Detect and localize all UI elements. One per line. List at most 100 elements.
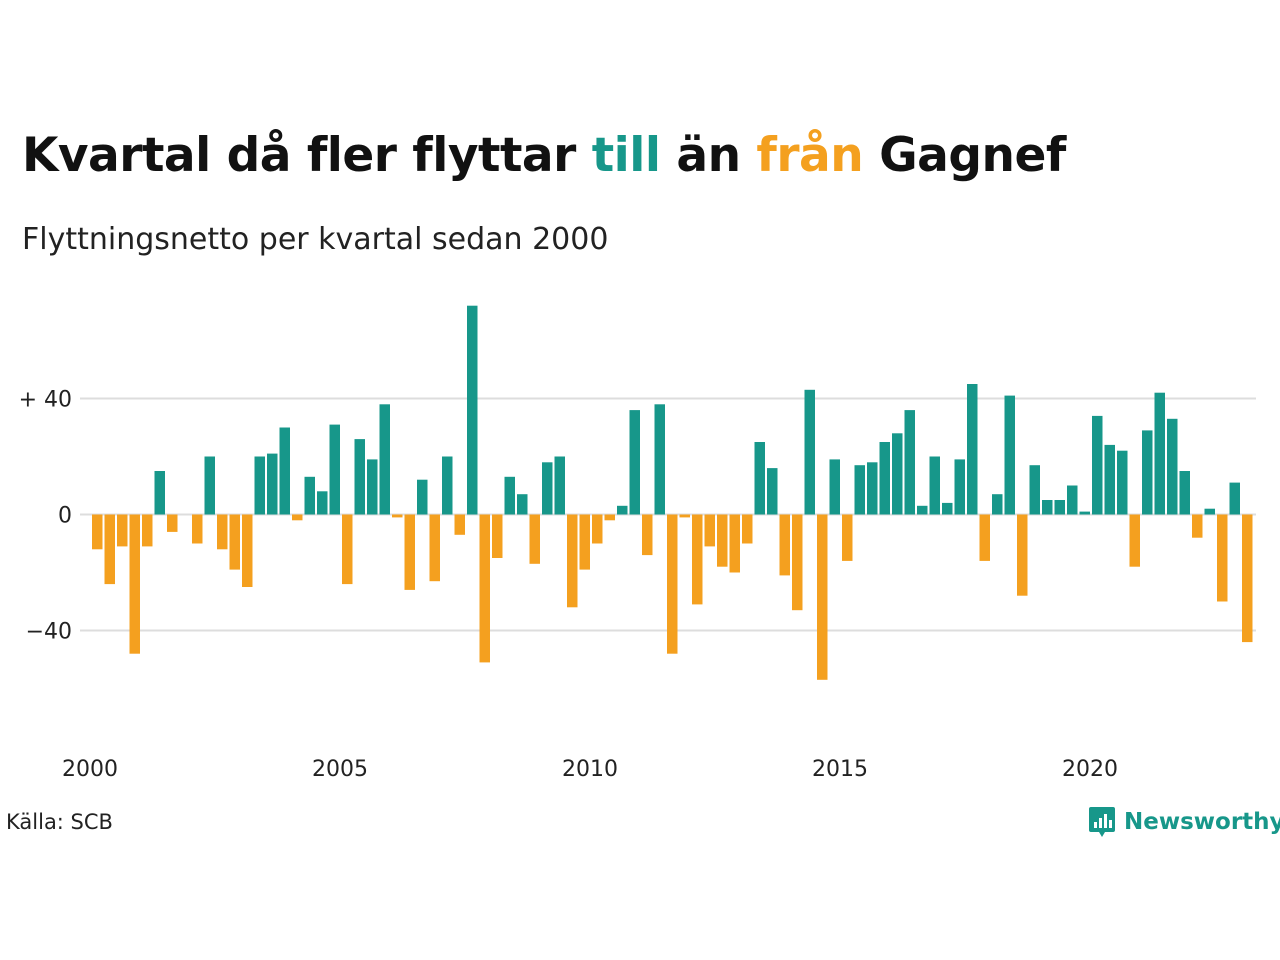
title-keyword-till: till: [591, 128, 661, 183]
bar: [879, 442, 890, 515]
bar: [504, 476, 515, 515]
title-keyword-fran: från: [756, 128, 864, 183]
bar: [1229, 482, 1240, 515]
bar: [1042, 500, 1053, 515]
bar: [842, 514, 853, 561]
bar: [967, 384, 978, 515]
x-tick-label: 2010: [562, 757, 618, 782]
chart-title: Kvartal då fler flyttar till än från Gag…: [22, 128, 1066, 183]
bar: [279, 427, 290, 515]
bar: [867, 462, 878, 515]
bar: [704, 514, 715, 547]
bar: [1204, 508, 1215, 515]
bar: [1167, 418, 1178, 515]
bar: [1154, 392, 1165, 515]
bar: [379, 404, 390, 515]
bar: [592, 514, 603, 544]
bar: [129, 514, 140, 654]
bar: [667, 514, 678, 654]
bar: [1104, 444, 1115, 515]
bar: [654, 404, 665, 515]
bar: [142, 514, 153, 547]
x-tick-label: 2015: [812, 757, 868, 782]
bar: [204, 456, 215, 515]
x-tick-label: 2000: [62, 757, 118, 782]
x-tick-label: 2005: [312, 757, 368, 782]
bar: [1092, 415, 1103, 515]
bar: [1142, 430, 1153, 515]
bar: [317, 491, 328, 515]
bar: [242, 514, 253, 587]
bar: [229, 514, 240, 570]
bar: [292, 514, 303, 521]
bar: [817, 514, 828, 680]
bar: [1117, 450, 1128, 515]
bar-chart: + 40 0 −40 2000 2005 2010 2015 2020: [19, 305, 1256, 782]
y-tick-label: + 40: [19, 388, 72, 413]
chart-subtitle: Flyttningsnetto per kvartal sedan 2000: [22, 222, 609, 257]
bar: [892, 433, 903, 515]
bar: [854, 465, 865, 515]
bar: [267, 453, 278, 515]
bar: [604, 514, 615, 521]
source-note: Källa: SCB: [6, 810, 113, 834]
bar: [192, 514, 203, 544]
bar: [829, 459, 840, 515]
bar: [792, 514, 803, 611]
bar: [117, 514, 128, 547]
bar: [692, 514, 703, 605]
bar: [542, 462, 553, 515]
bar: [517, 494, 528, 515]
newsworthy-logo-icon: [1089, 807, 1115, 837]
bar: [992, 494, 1003, 515]
bar: [954, 459, 965, 515]
brand-name: Newsworthy: [1124, 809, 1280, 835]
bar: [1079, 511, 1090, 515]
bar: [154, 471, 165, 515]
bar: [1029, 465, 1040, 515]
bar: [742, 514, 753, 544]
bar: [467, 305, 478, 515]
bar: [717, 514, 728, 567]
bar: [217, 514, 228, 550]
bar: [617, 505, 628, 515]
bar: [1017, 514, 1028, 596]
bar: [979, 514, 990, 561]
bar: [367, 459, 378, 515]
bar: [767, 468, 778, 515]
bar: [917, 505, 928, 515]
bar: [754, 442, 765, 515]
bar: [1192, 514, 1203, 538]
bar: [429, 514, 440, 582]
bars: [92, 305, 1253, 680]
brand-logo: Newsworthy: [1088, 804, 1280, 840]
bar: [1217, 514, 1228, 602]
bar: [1067, 485, 1078, 515]
bar: [342, 514, 353, 585]
bar: [417, 479, 428, 515]
bar: [779, 514, 790, 576]
bar: [254, 456, 265, 515]
title-part-2: än: [660, 128, 757, 183]
bar: [629, 410, 640, 515]
bar: [1129, 514, 1140, 567]
bar: [454, 514, 465, 535]
bar: [442, 456, 453, 515]
bar: [942, 502, 953, 515]
bar: [729, 514, 740, 573]
bar: [1179, 471, 1190, 515]
bar: [579, 514, 590, 570]
bar: [1242, 514, 1253, 643]
bar: [1004, 395, 1015, 515]
bar: [804, 389, 815, 515]
bar: [304, 476, 315, 515]
bar: [104, 514, 115, 585]
title-part-3: Gagnef: [863, 128, 1066, 183]
bar: [642, 514, 653, 556]
x-axis-tick-labels: 2000 2005 2010 2015 2020: [62, 757, 1118, 782]
bar: [554, 456, 565, 515]
bar: [1054, 500, 1065, 515]
bar: [529, 514, 540, 564]
y-tick-label: −40: [26, 620, 72, 645]
bar: [167, 514, 178, 532]
